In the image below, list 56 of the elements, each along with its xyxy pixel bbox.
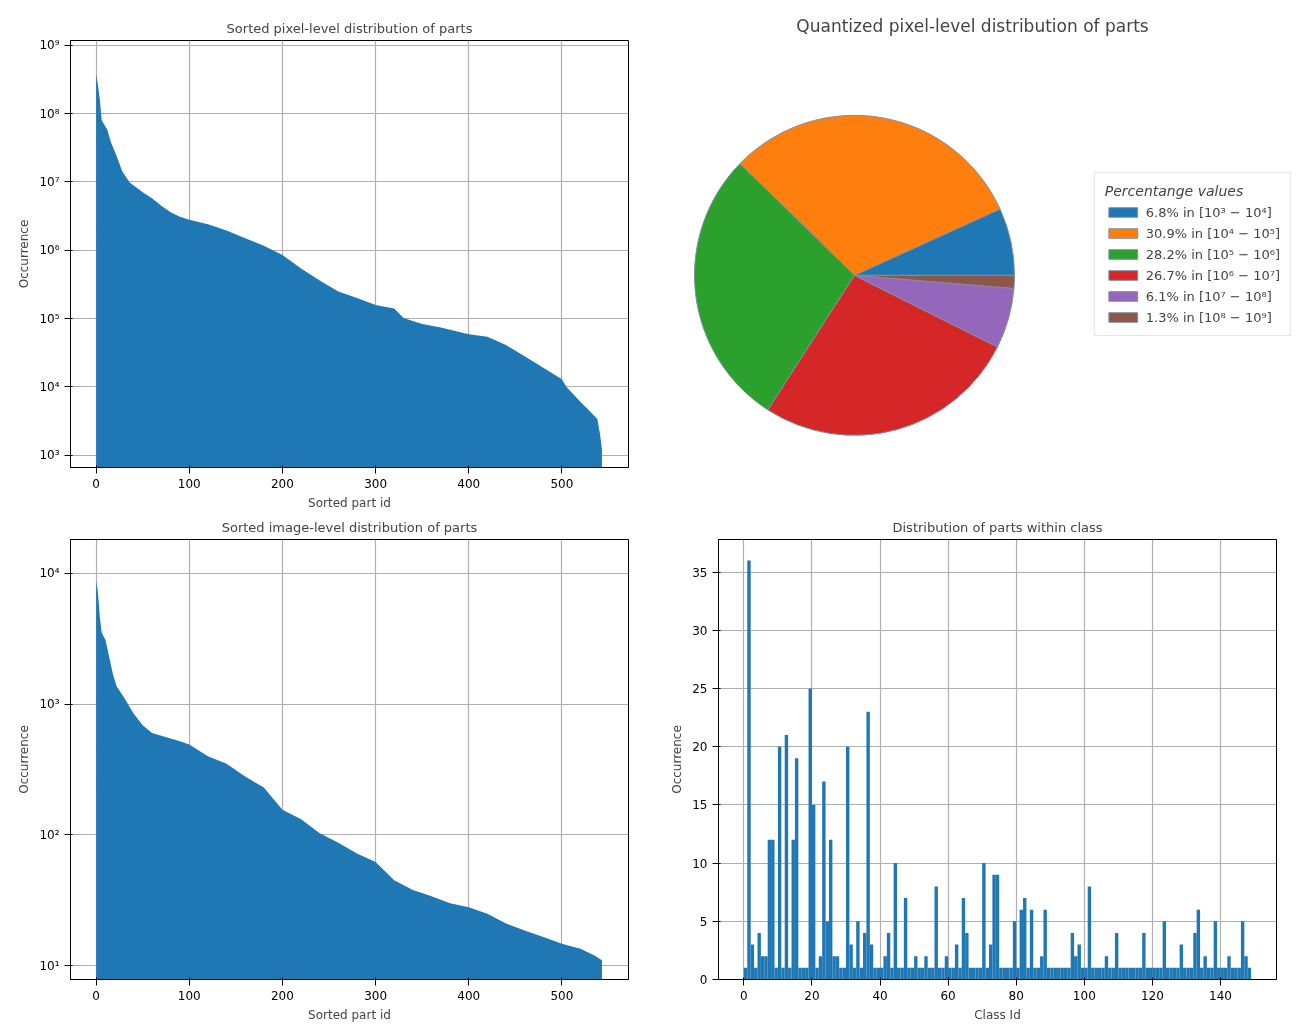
x-tick-label: 120 <box>1140 988 1164 1003</box>
x-tick-label: 200 <box>270 988 294 1003</box>
y-tick-label: 10² <box>39 827 60 842</box>
x-tick-label: 100 <box>177 988 201 1003</box>
x-tick-label: 200 <box>270 476 294 491</box>
x-tick-label: 300 <box>364 476 388 491</box>
x-axis-title: Sorted part id <box>308 1007 391 1022</box>
x-axis-title: Sorted part id <box>308 495 391 510</box>
y-axis-title: Occurrence <box>17 725 32 794</box>
chart-title: Quantized pixel-level distribution of parts <box>796 15 1149 36</box>
x-tick-label: 300 <box>364 988 388 1003</box>
y-tick-label: 10⁸ <box>39 106 60 121</box>
y-tick-label: 10⁵ <box>39 311 60 326</box>
x-tick-label: 500 <box>550 988 574 1003</box>
y-tick-label: 10⁶ <box>39 243 60 258</box>
y-tick-label: 25 <box>692 681 708 696</box>
y-tick-label: 10⁴ <box>39 566 60 581</box>
x-tick-label: 60 <box>940 988 956 1003</box>
x-tick-label: 0 <box>92 476 100 491</box>
x-tick-label: 20 <box>804 988 820 1003</box>
legend-label: 30.9% in [10⁴ − 10⁵] <box>1145 225 1280 241</box>
chart-title: Sorted pixel-level distribution of parts <box>226 20 473 36</box>
x-tick-label: 500 <box>550 476 574 491</box>
x-tick-label: 0 <box>92 988 100 1003</box>
y-tick-label: 10¹ <box>39 958 60 973</box>
y-tick-label: 10³ <box>39 448 60 463</box>
x-tick-label: 100 <box>177 476 201 491</box>
y-tick-label: 15 <box>692 798 708 813</box>
y-tick-label: 5 <box>699 914 708 929</box>
legend-label: 28.2% in [10⁵ − 10⁶] <box>1145 246 1280 262</box>
y-tick-label: 10⁹ <box>39 38 60 53</box>
y-tick-label: 10⁷ <box>39 175 60 189</box>
x-tick-label: 0 <box>740 988 748 1003</box>
y-axis-title: Occurrence <box>670 725 685 794</box>
x-tick-label: 400 <box>457 476 481 491</box>
x-tick-label: 140 <box>1209 988 1232 1003</box>
x-tick-label: 40 <box>872 988 888 1003</box>
y-tick-label: 0 <box>699 973 708 987</box>
y-tick-label: 10 <box>692 856 708 871</box>
legend-label: 6.8% in [10³ − 10⁴] <box>1145 204 1272 220</box>
legend-label: 26.7% in [10⁶ − 10⁷] <box>1145 267 1280 283</box>
chart-title: Sorted image-level distribution of parts <box>221 519 478 535</box>
x-tick-label: 80 <box>1008 988 1024 1003</box>
y-tick-label: 10³ <box>39 697 60 712</box>
x-axis-title: Class Id <box>974 1007 1021 1022</box>
y-tick-label: 10⁴ <box>39 379 60 394</box>
y-tick-label: 35 <box>692 565 708 580</box>
legend-label: 6.1% in [10⁷ − 10⁸] <box>1145 288 1272 304</box>
x-tick-label: 100 <box>1072 988 1096 1003</box>
x-tick-label: 400 <box>457 988 481 1003</box>
legend-title: Percentange values <box>1104 182 1245 199</box>
y-axis-title: Occurrence <box>17 219 32 289</box>
y-tick-label: 20 <box>692 740 708 755</box>
legend-label: 1.3% in [10⁸ − 10⁹] <box>1145 309 1272 325</box>
y-tick-label: 30 <box>692 623 708 638</box>
chart-title: Distribution of parts within class <box>892 519 1103 535</box>
